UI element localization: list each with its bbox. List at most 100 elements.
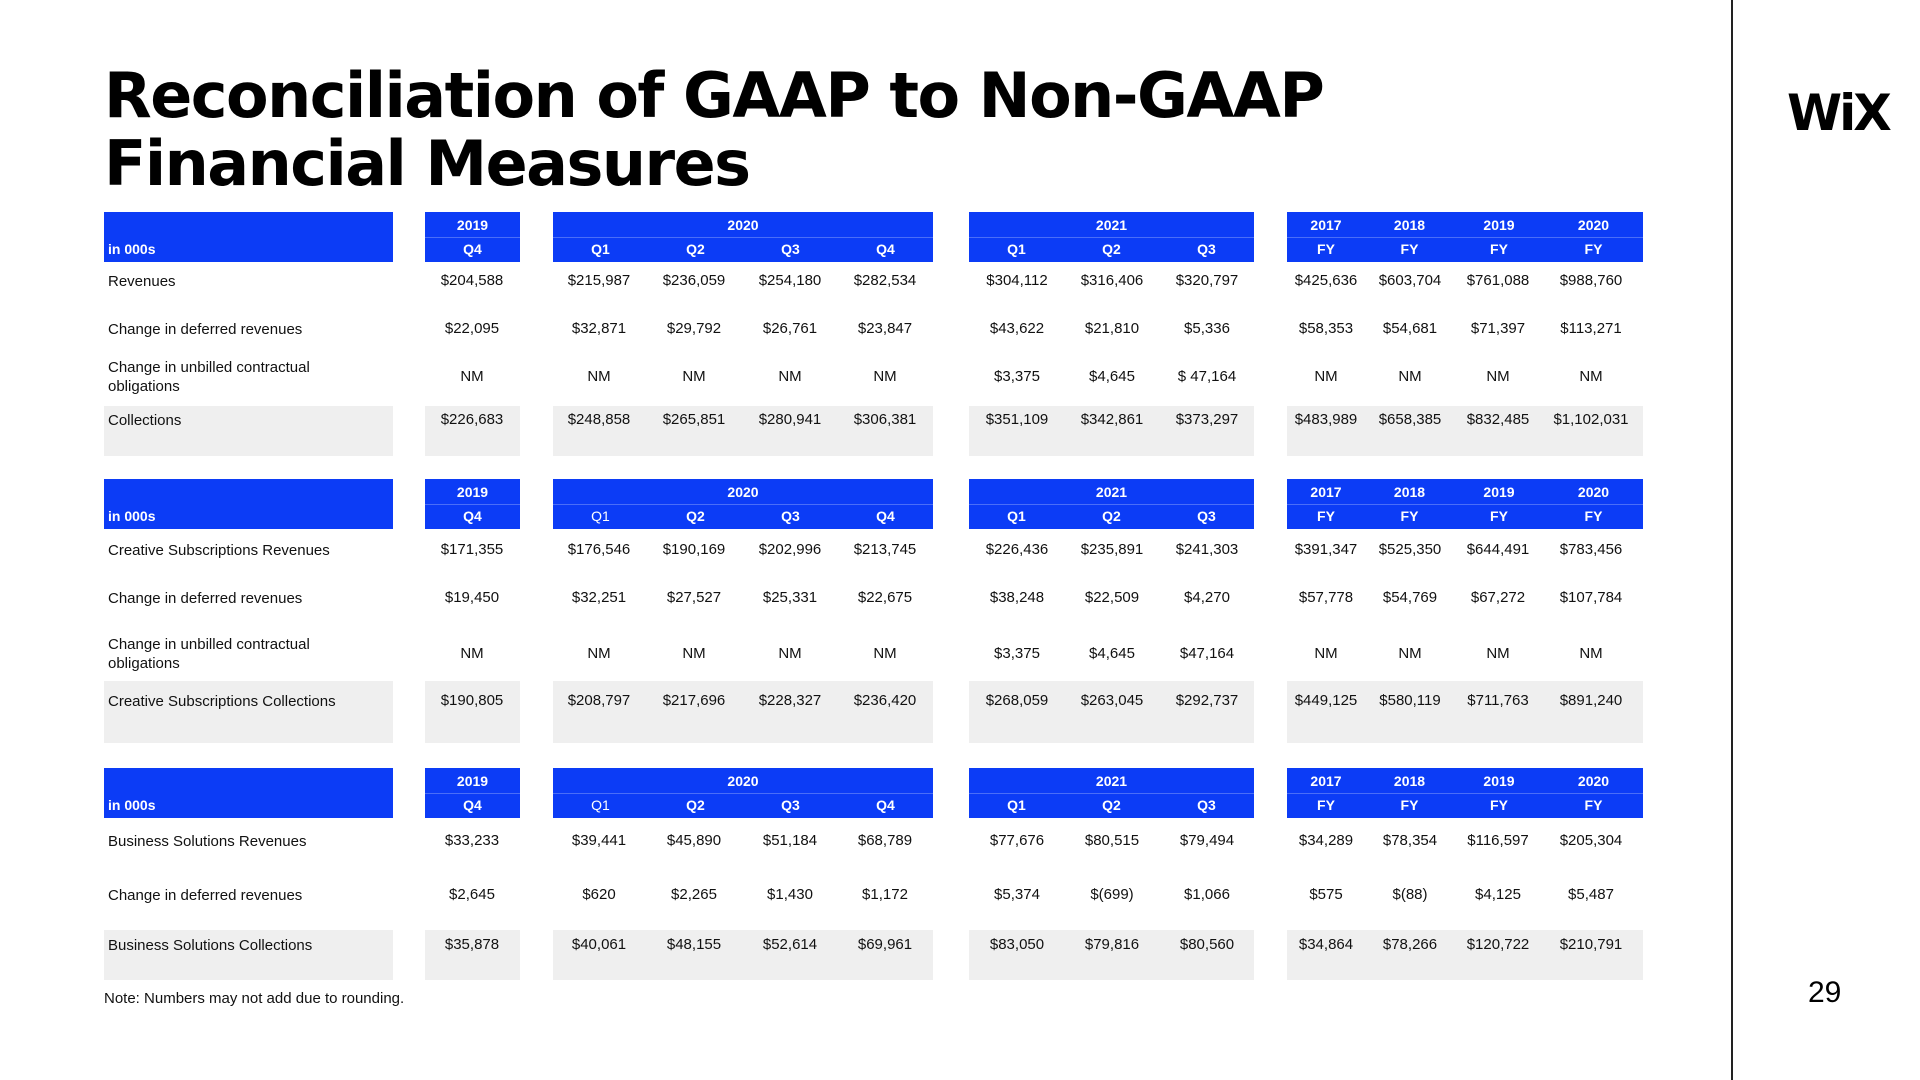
header-2019-block: 2019 Q4: [425, 479, 520, 529]
cell-value: $(699): [1090, 886, 1134, 903]
row-shade: [969, 930, 1254, 980]
cell-value: $711,763: [1467, 692, 1529, 709]
header-quarter: Q3: [781, 241, 800, 257]
header-quarter: Q3: [1197, 241, 1216, 257]
cell-value: $263,045: [1080, 692, 1144, 709]
cell-value: $34,864: [1298, 936, 1354, 953]
cell-value: $116,597: [1467, 832, 1529, 849]
cell-value: $68,789: [857, 832, 913, 849]
header-quarter: Q1: [591, 241, 610, 257]
header-fy: FY: [1400, 508, 1419, 524]
header-quarter: Q4: [876, 797, 895, 813]
cell-value: $21,810: [1084, 320, 1140, 337]
cell-value: $40,061: [571, 936, 627, 953]
cell-value: NM: [1486, 645, 1510, 662]
cell-value: $107,784: [1559, 589, 1623, 606]
header-2020-block: 2020 Q1 Q2 Q3 Q4: [553, 479, 933, 529]
cell-value: $236,059: [662, 272, 726, 289]
cell-value: $190,805: [440, 692, 504, 709]
header-divider: [553, 237, 933, 238]
cell-value: $202,996: [758, 541, 822, 558]
cell-value: $19,450: [444, 589, 500, 606]
header-year: 2019: [456, 484, 489, 500]
table-collections: in 000s 2019 Q4 2020 Q1 Q2 Q3 Q4 2021 Q1…: [104, 212, 1643, 457]
cell-value: NM: [460, 645, 484, 662]
header-quarter: Q1: [1007, 508, 1026, 524]
cell-value: $208,797: [567, 692, 631, 709]
header-divider: [1287, 504, 1643, 505]
header-quarter: Q2: [1102, 241, 1121, 257]
cell-value: NM: [778, 645, 802, 662]
cell-value: $783,456: [1559, 541, 1623, 558]
cell-value: $282,534: [853, 272, 917, 289]
cell-value: $71,397: [1470, 320, 1526, 337]
header-units: in 000s: [108, 241, 156, 257]
header-quarter: Q1: [591, 797, 610, 813]
wix-logo: WiX: [1787, 84, 1892, 142]
row-shade: [553, 930, 933, 980]
cell-value: NM: [587, 645, 611, 662]
cell-value: $603,704: [1378, 272, 1442, 289]
cell-value: $54,769: [1382, 589, 1438, 606]
cell-value: $52,614: [762, 936, 818, 953]
cell-value: NM: [1579, 368, 1603, 385]
row-shade: [553, 681, 933, 743]
table-row: Business Solutions Collections $35,878 $40…: [104, 930, 1643, 980]
cell-value: $26,761: [762, 320, 818, 337]
header-fy: FY: [1317, 797, 1335, 813]
header-quarter: Q4: [463, 508, 482, 524]
header-quarter: Q3: [1197, 508, 1216, 524]
header-2021-block: 2021 Q1 Q2 Q3: [969, 212, 1254, 262]
row-label: Collections: [108, 412, 182, 429]
cell-value: $5,374: [994, 886, 1040, 903]
cell-value: $54,681: [1382, 320, 1438, 337]
table-row: Change in deferred revenues $19,450 $32,25…: [104, 585, 1637, 609]
title-line-1: Reconciliation of GAAP to Non-GAAP: [104, 59, 1325, 132]
header-label-block: in 000s: [104, 768, 393, 818]
header-quarter: Q4: [876, 508, 895, 524]
header-units: in 000s: [108, 797, 156, 813]
cell-value: $226,436: [985, 541, 1049, 558]
header-year: 2021: [1095, 217, 1128, 233]
cell-value: NM: [778, 368, 802, 385]
cell-value: $83,050: [989, 936, 1045, 953]
cell-value: $120,722: [1466, 936, 1530, 953]
header-year: 2021: [1095, 484, 1128, 500]
cell-value: $204,588: [440, 272, 504, 289]
table-row: Business Solutions Revenues $33,233 $39,44…: [104, 828, 1637, 852]
header-divider: [969, 504, 1254, 505]
header-divider: [969, 237, 1254, 238]
cell-value: NM: [682, 645, 706, 662]
cell-value: NM: [1398, 368, 1422, 385]
header-year: 2019: [456, 773, 489, 789]
cell-value: $320,797: [1175, 272, 1239, 289]
cell-value: $761,088: [1466, 272, 1530, 289]
row-shade: [1287, 681, 1643, 743]
cell-value: $22,509: [1084, 589, 1140, 606]
cell-value: $2,645: [449, 886, 495, 903]
cell-value: $5,487: [1568, 886, 1614, 903]
row-label: Business Solutions Collections: [108, 937, 313, 954]
row-label: Change in deferred revenues: [108, 321, 303, 338]
cell-value: $176,546: [567, 541, 631, 558]
header-fy: FY: [1317, 241, 1335, 257]
row-shade: [425, 406, 520, 456]
cell-value: NM: [873, 645, 897, 662]
header-divider: [1287, 793, 1643, 794]
cell-value: $67,272: [1470, 589, 1526, 606]
row-shade: [425, 681, 520, 743]
row-label: Revenues: [108, 273, 176, 290]
table-row: Revenues $204,588 $215,987 $236,059 $254,180…: [104, 268, 1637, 292]
cell-value: $77,676: [989, 832, 1045, 849]
header-divider: [425, 504, 520, 505]
table-row: Collections $226,683 $248,858 $265,851 $280,…: [104, 406, 1643, 456]
cell-value: $34,289: [1298, 832, 1354, 849]
cell-value: $3,375: [994, 645, 1040, 662]
cell-value: $525,350: [1378, 541, 1442, 558]
header-2020-block: 2020 Q1 Q2 Q3 Q4: [553, 212, 933, 262]
cell-value: $988,760: [1559, 272, 1623, 289]
cell-value: $1,430: [767, 886, 813, 903]
header-divider: [425, 237, 520, 238]
cell-value: $213,745: [853, 541, 917, 558]
cell-value: $483,989: [1294, 411, 1358, 428]
